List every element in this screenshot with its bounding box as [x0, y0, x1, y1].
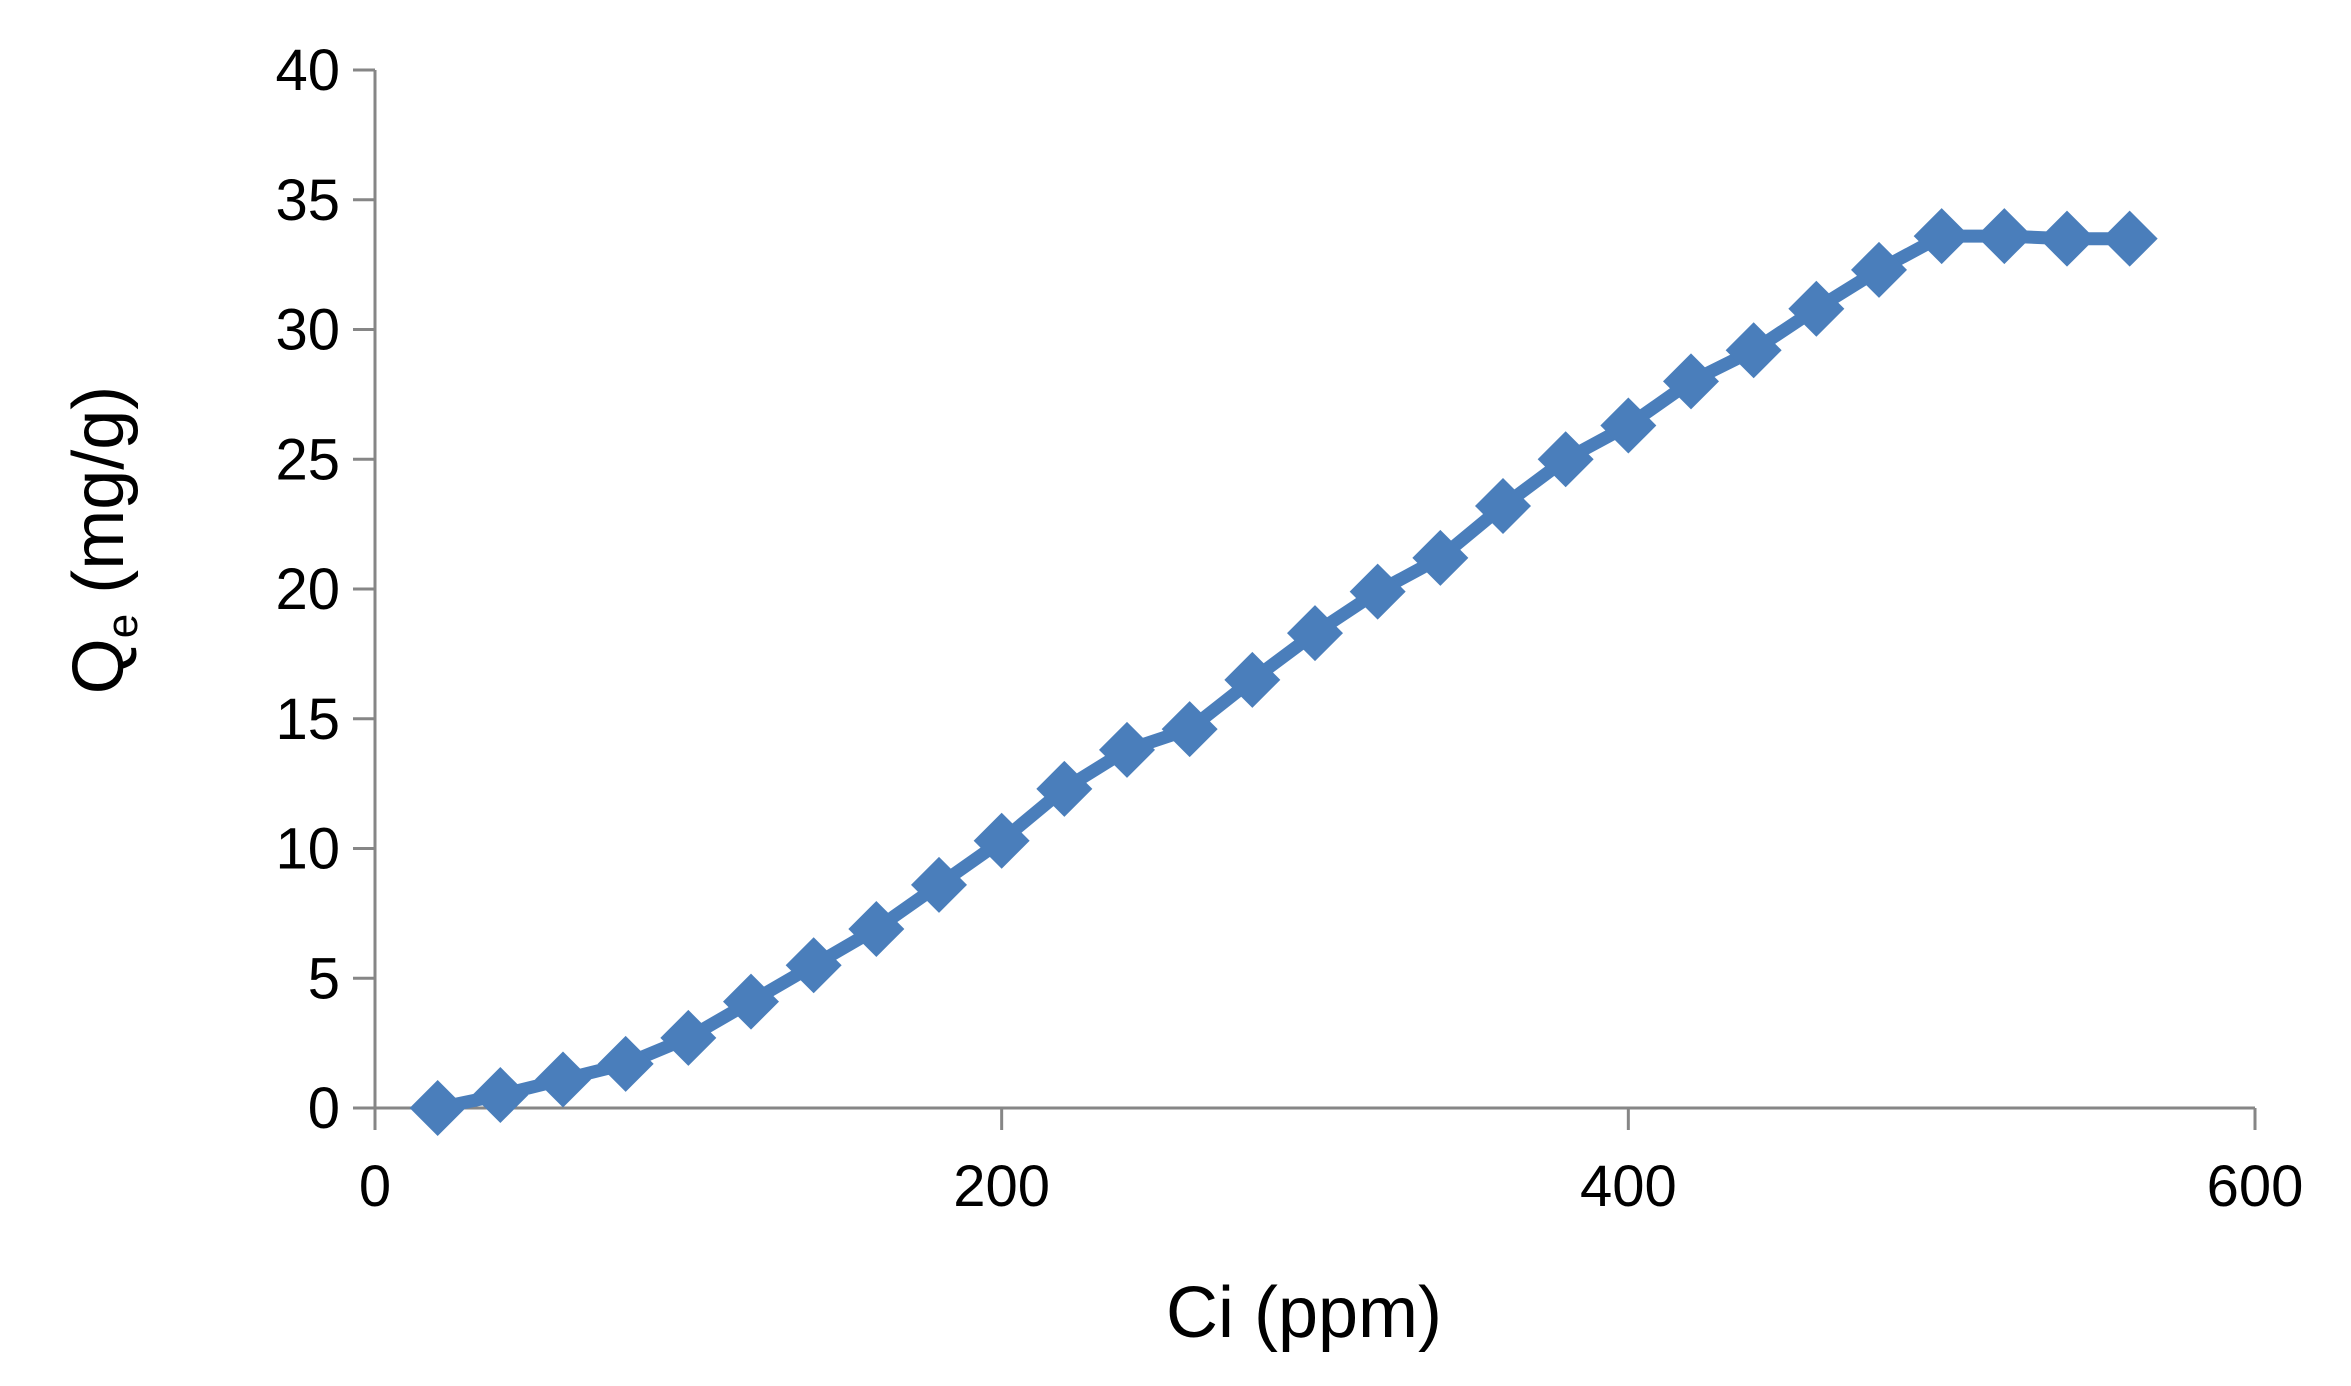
data-point-marker	[1725, 322, 1782, 379]
x-tick-label: 200	[953, 1154, 1050, 1219]
y-tick-label: 20	[275, 557, 340, 622]
data-point-marker	[597, 1035, 654, 1092]
y-tick-label: 35	[275, 168, 340, 233]
y-tick-label: 0	[308, 1076, 340, 1141]
x-axis-title: Ci (ppm)	[1166, 1273, 1442, 1353]
data-point-marker	[660, 1009, 717, 1066]
data-point-marker	[1976, 208, 2033, 265]
y-tick-label: 25	[275, 427, 340, 492]
y-tick-label: 10	[275, 817, 340, 882]
data-point-marker	[911, 856, 967, 913]
series-line	[431, 229, 2137, 1115]
data-point-marker	[1161, 701, 1218, 758]
data-point-marker	[1412, 529, 1469, 586]
data-point-marker	[1851, 241, 1907, 298]
data-point-marker	[1663, 353, 1719, 410]
data-point-marker	[2101, 210, 2158, 267]
data-point-marker	[1788, 280, 1845, 337]
data-point-marker	[1224, 651, 1281, 708]
data-point-marker	[1287, 605, 1343, 662]
data-point-marker	[1349, 563, 1406, 620]
data-point-marker	[1913, 208, 1970, 265]
y-axis-title-unit: (mg/g)	[59, 386, 139, 614]
y-tick-label: 40	[275, 38, 340, 103]
data-point-marker	[973, 812, 1030, 869]
data-point-marker	[472, 1067, 529, 1124]
y-axis-title-subscript: e	[98, 614, 147, 638]
x-tick-label: 0	[359, 1154, 391, 1219]
x-tick-label: 400	[1580, 1154, 1677, 1219]
data-point-marker	[785, 937, 842, 994]
data-point-marker	[535, 1051, 591, 1108]
data-point-marker	[409, 1080, 466, 1136]
y-tick-label: 30	[275, 298, 340, 363]
series-layer	[409, 208, 2158, 1136]
data-point-marker	[2039, 210, 2095, 267]
data-point-marker	[1475, 477, 1531, 534]
data-point-marker	[1099, 721, 1155, 778]
data-point-marker	[1537, 431, 1594, 488]
x-tick-label: 600	[2207, 1154, 2304, 1219]
data-point-marker	[723, 973, 779, 1030]
data-point-marker	[1600, 397, 1657, 454]
data-point-marker	[848, 900, 905, 957]
y-axis-title-main: Q	[59, 638, 139, 694]
y-tick-label: 15	[275, 687, 340, 752]
data-point-marker	[1036, 760, 1093, 817]
axis-labels: Ci (ppm) Qe (mg/g)	[59, 386, 1442, 1353]
y-tick-label: 5	[308, 946, 340, 1011]
y-axis-title: Qe (mg/g)	[59, 386, 147, 695]
